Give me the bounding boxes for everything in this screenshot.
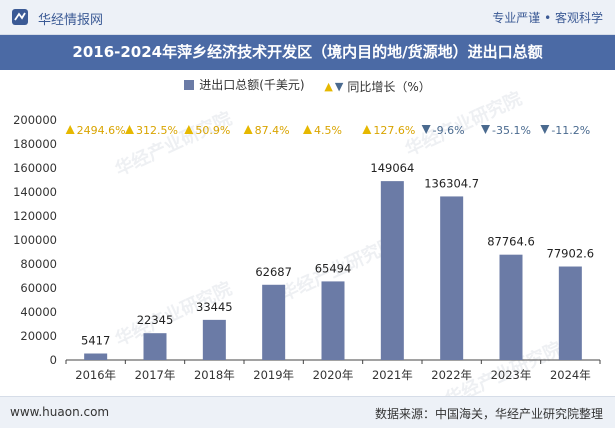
x-tick-label: 2023年 <box>491 368 532 382</box>
x-tick-label: 2019年 <box>253 368 294 382</box>
bar <box>321 281 345 360</box>
y-tick-label: 60000 <box>20 281 57 295</box>
x-tick-label: 2024年 <box>550 368 591 382</box>
bar <box>440 196 464 360</box>
growth-label: 312.5% <box>136 124 178 137</box>
growth-label: 4.5% <box>314 124 342 137</box>
bar <box>84 353 108 360</box>
x-tick-label: 2017年 <box>135 368 176 382</box>
bar-value-label: 5417 <box>81 333 110 347</box>
growth-up-marker <box>243 125 253 134</box>
x-tick-label: 2020年 <box>313 368 354 382</box>
brand-logo-icon <box>12 9 28 25</box>
x-tick-label: 2018年 <box>194 368 235 382</box>
bar-value-label: 33445 <box>196 300 233 314</box>
y-tick-label: 40000 <box>20 305 57 319</box>
triangle-up-icon: ▲ <box>324 79 333 93</box>
legend-item-growth: ▲ ▼ 同比增长（%） <box>324 78 430 95</box>
growth-label: 2494.6% <box>77 124 126 137</box>
y-tick-label: 160000 <box>13 161 57 175</box>
title-bar: 2016-2024年萍乡经济技术开发区（境内目的地/货源地）进出口总额 <box>0 35 615 70</box>
bar <box>558 266 582 360</box>
chart-legend: 进出口总额(千美元) ▲ ▼ 同比增长（%） <box>0 76 615 96</box>
growth-label: -11.2% <box>551 124 590 137</box>
bar <box>202 319 226 360</box>
bar-value-label: 77902.6 <box>547 247 595 261</box>
growth-up-marker <box>184 125 194 134</box>
bar-swatch-icon <box>184 79 195 90</box>
legend-growth-label: 同比增长（%） <box>347 79 431 94</box>
growth-label: -9.6% <box>433 124 465 137</box>
bar <box>380 181 404 360</box>
brand-tagline: 专业严谨 • 客观科学 <box>492 11 603 25</box>
top-bar: 华经情报网 专业严谨 • 客观科学 <box>0 0 615 35</box>
y-tick-label: 180000 <box>13 137 57 151</box>
growth-down-marker <box>421 125 431 134</box>
growth-label: 87.4% <box>255 124 290 137</box>
growth-up-marker <box>303 125 312 134</box>
triangle-down-icon: ▼ <box>334 79 344 93</box>
x-tick-label: 2021年 <box>372 368 413 382</box>
bar <box>499 254 523 360</box>
y-tick-label: 0 <box>50 353 57 367</box>
website-link[interactable]: www.huaon.com <box>10 405 110 419</box>
y-tick-label: 100000 <box>13 233 57 247</box>
bar-value-label: 87764.6 <box>487 235 535 249</box>
growth-label: 127.6% <box>373 124 415 137</box>
bar-value-label: 22345 <box>137 313 174 327</box>
legend-bar-label: 进出口总额(千美元) <box>199 78 305 92</box>
y-tick-label: 80000 <box>20 257 57 271</box>
growth-label: -35.1% <box>492 124 531 137</box>
bar-value-label: 62687 <box>255 265 292 279</box>
y-tick-label: 20000 <box>20 329 57 343</box>
y-tick-label: 120000 <box>13 209 57 223</box>
x-tick-label: 2016年 <box>75 368 116 382</box>
y-tick-label: 140000 <box>13 185 57 199</box>
bar-value-label: 149064 <box>370 161 414 175</box>
growth-label: 50.9% <box>195 124 230 137</box>
footer: www.huaon.com 数据来源：中国海关，华经产业研究院整理 <box>0 396 615 428</box>
bar <box>262 284 286 360</box>
growth-up-marker <box>125 125 134 134</box>
bar-value-label: 136304.7 <box>424 176 479 190</box>
growth-down-marker <box>540 125 550 134</box>
growth-up-marker <box>362 125 372 134</box>
y-tick-label: 200000 <box>13 113 57 127</box>
chart-title: 2016-2024年萍乡经济技术开发区（境内目的地/货源地）进出口总额 <box>72 43 543 61</box>
growth-down-marker <box>481 125 490 134</box>
bar <box>143 333 167 360</box>
bar-chart: 0 20000 40000 60000 80000 100000 120000 140000 1… <box>13 113 601 382</box>
data-source: 数据来源：中国海关，华经产业研究院整理 <box>374 407 603 421</box>
x-tick-label: 2022年 <box>431 368 472 382</box>
legend-item-bars: 进出口总额(千美元) <box>184 76 305 93</box>
growth-up-marker <box>65 125 75 134</box>
brand-name: 华经情报网 <box>38 13 104 28</box>
bar-value-label: 65494 <box>315 261 352 275</box>
